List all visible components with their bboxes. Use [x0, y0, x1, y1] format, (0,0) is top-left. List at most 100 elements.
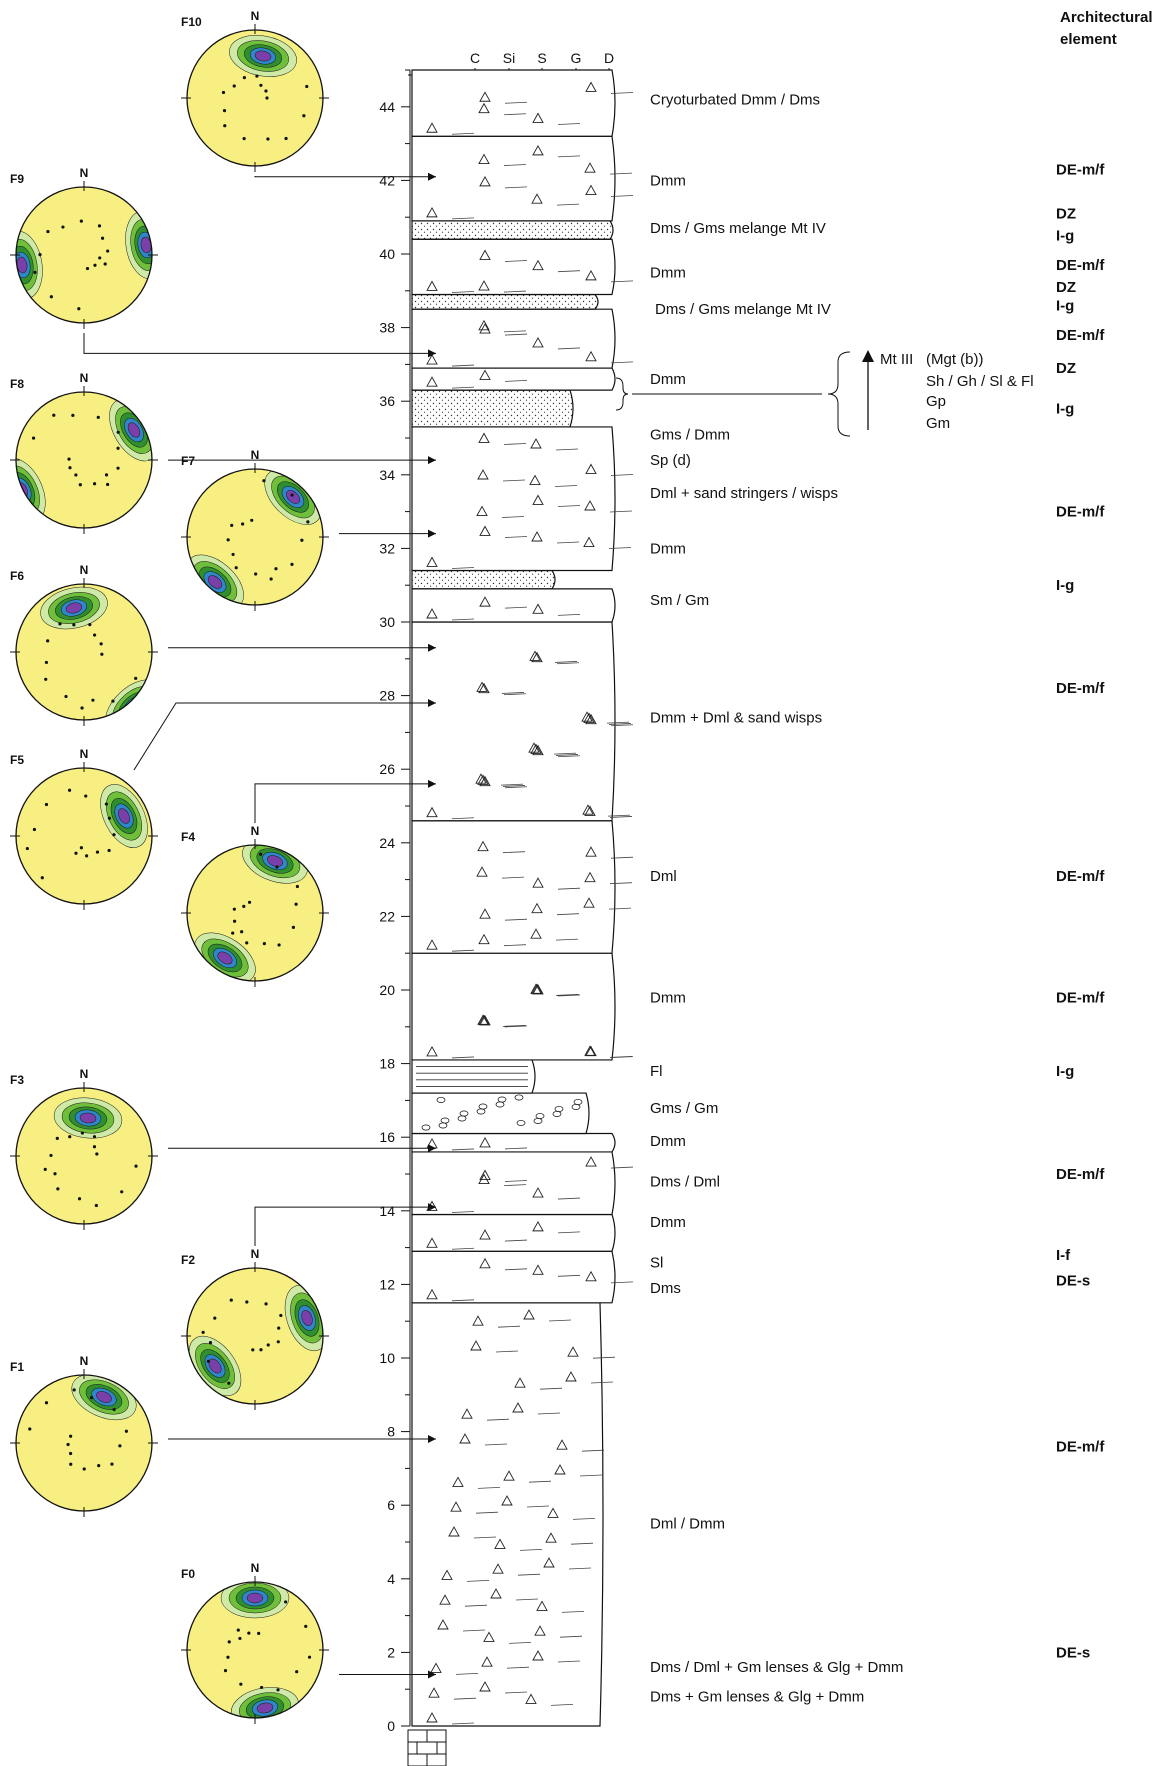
lamination-line — [554, 485, 578, 487]
fabric-pole-point — [71, 413, 75, 417]
lamination-line — [500, 783, 524, 786]
stereonet-connector — [254, 783, 436, 823]
fabric-pole-point — [106, 482, 110, 487]
bed-diamict — [411, 820, 634, 954]
fabric-pole-point — [77, 1197, 82, 1201]
north-label: N — [80, 747, 89, 761]
lamination-line — [548, 1319, 572, 1322]
fabric-pole-point — [53, 1172, 57, 1176]
stereonet-contours — [16, 768, 152, 904]
contour-band — [254, 50, 272, 62]
lamination-line — [610, 1166, 634, 1169]
facies-label: Dml — [650, 868, 677, 885]
stereonet-f8: N F8 — [10, 371, 158, 534]
height-tick-label: 4 — [387, 1571, 395, 1587]
bed-outline — [411, 1250, 616, 1304]
lamination-line — [464, 1604, 488, 1607]
bed-outline — [411, 588, 616, 623]
fabric-pole-point — [266, 1343, 270, 1347]
fabric-pole-point — [43, 1167, 47, 1171]
clast-symbol — [532, 603, 544, 614]
clast-symbol — [426, 122, 438, 133]
fabric-pole-point — [276, 1688, 280, 1692]
stereonet-id: F5 — [10, 753, 24, 767]
lamination-line — [453, 1697, 477, 1700]
lamination-line — [607, 814, 631, 817]
clast-symbol — [545, 1532, 557, 1543]
clast-symbol — [584, 871, 596, 883]
lamination-line — [455, 1673, 479, 1675]
lamination-line — [504, 260, 528, 262]
architectural-element-label: DE-m/f — [1056, 504, 1105, 521]
lamination-line — [451, 364, 475, 367]
gravel-clast — [457, 1115, 467, 1122]
clast-symbol — [503, 1470, 515, 1481]
north-label: N — [251, 824, 260, 838]
stereonet-f2: N F2 — [181, 1247, 329, 1410]
stereonet-contours — [187, 1268, 323, 1404]
clast-symbol — [426, 1237, 438, 1248]
clast-symbol — [585, 1156, 597, 1167]
fabric-pole-point — [259, 83, 263, 87]
lamination-line — [556, 662, 580, 665]
clast-symbol — [492, 1563, 504, 1574]
lamination-line — [553, 752, 577, 755]
clast-symbol — [583, 536, 595, 547]
grain-size-label-sand: S — [537, 50, 546, 66]
clast-symbol — [426, 206, 438, 218]
height-tick-label: 22 — [379, 908, 395, 924]
bed-outline — [411, 621, 616, 822]
fabric-pole-point — [69, 1434, 73, 1438]
lamination-line — [539, 1387, 563, 1390]
architectural-element-label: I-g — [1056, 298, 1074, 315]
clast-symbol — [472, 1315, 484, 1326]
fabric-pole-point — [85, 854, 89, 858]
fabric-pole-point — [274, 567, 278, 571]
fabric-pole-point — [112, 1407, 116, 1412]
fabric-pole-point — [78, 483, 82, 487]
bed-diamict — [411, 367, 616, 391]
contour-band — [118, 808, 130, 824]
gravel-clast — [533, 1117, 543, 1124]
clast-symbol — [585, 350, 597, 362]
clast-symbol — [477, 840, 489, 852]
fabric-pole-point — [107, 816, 111, 820]
fabric-pole-point — [120, 1190, 124, 1194]
lamination-line — [519, 1549, 543, 1551]
bed-outline — [411, 569, 556, 590]
fabric-pole-point — [231, 552, 235, 557]
architectural-element-label: DE-m/f — [1056, 161, 1105, 178]
connector-arrowhead — [428, 1144, 436, 1153]
height-tick-label: 40 — [379, 246, 395, 262]
clast-symbol — [426, 939, 438, 950]
clast-symbol — [532, 1264, 544, 1275]
fabric-pole-point — [49, 1153, 53, 1158]
clast-symbol — [530, 983, 542, 994]
fabric-pole-point — [306, 520, 310, 524]
facies-label: Dmm — [650, 172, 686, 189]
architectural-element-label: DZ — [1056, 360, 1076, 377]
lamination-line — [610, 1281, 634, 1284]
clast-symbol — [585, 463, 597, 474]
stereonet-id: F4 — [181, 830, 195, 844]
facies-label: Gms / Dmm — [650, 426, 730, 443]
height-tick-label: 44 — [379, 99, 395, 115]
facies-label: Dmm + Dml & sand wisps — [650, 710, 822, 727]
height-tick-label: 12 — [379, 1276, 395, 1292]
architectural-element-label: I-g — [1056, 401, 1074, 418]
lamination-line — [451, 1247, 475, 1250]
fabric-pole-point — [74, 851, 78, 855]
fabric-pole-point — [262, 479, 266, 483]
fabric-pole-point — [208, 1341, 213, 1345]
fabric-pole-point — [265, 96, 269, 100]
gravel-clast — [516, 1120, 526, 1127]
clast-symbol — [490, 1588, 502, 1599]
lamination-line — [557, 755, 581, 758]
clast-symbol — [426, 1288, 438, 1300]
bed-gravel — [411, 1092, 590, 1135]
clast-symbol — [475, 773, 487, 784]
fabric-pole-point — [56, 1187, 60, 1191]
fabric-pole-point — [84, 794, 88, 798]
mt3-facies-line: Gm — [926, 415, 950, 432]
stereonet-id: F6 — [10, 569, 24, 583]
